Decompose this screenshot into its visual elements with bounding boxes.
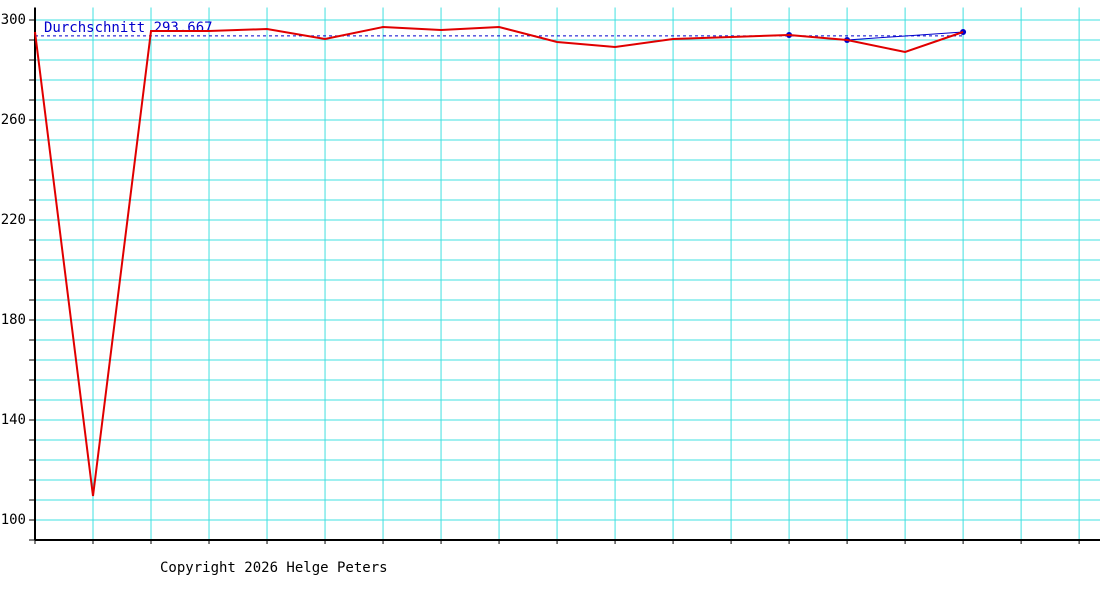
y-tick-label: 180 — [1, 312, 26, 328]
y-tick-label: 220 — [1, 212, 26, 228]
y-tick-label: 140 — [1, 412, 26, 428]
y-tick-label: 100 — [1, 512, 26, 528]
average-label: Durchschnitt 293.667 — [44, 20, 213, 36]
y-tick-label: 260 — [1, 112, 26, 128]
copyright: Copyright 2026 Helge Peters — [160, 560, 388, 576]
series-line — [34, 25, 964, 497]
y-tick-label: 300 — [1, 12, 26, 28]
